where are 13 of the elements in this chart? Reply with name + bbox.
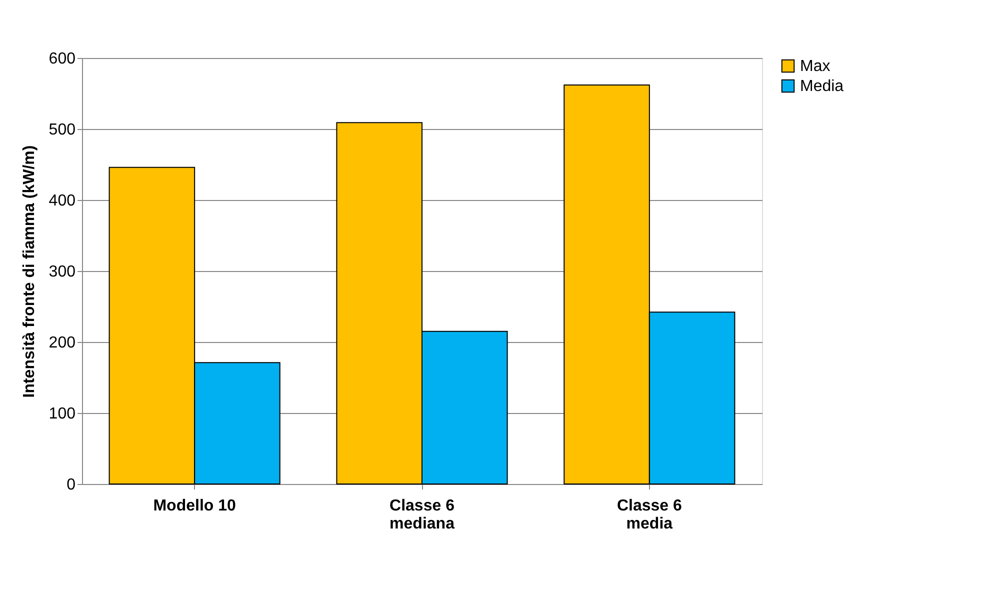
y-tick-label: 200 bbox=[48, 334, 76, 352]
x-tick-label: Classe 6 mediana bbox=[390, 498, 455, 532]
y-tick-label: 500 bbox=[48, 122, 76, 138]
x-tick-label: Modello 10 bbox=[153, 498, 236, 514]
y-tick-label: 400 bbox=[48, 192, 76, 210]
y-tick-label: 100 bbox=[48, 406, 76, 422]
legend-label: Max bbox=[800, 58, 830, 75]
x-tick-label: Classe 6 media bbox=[616, 498, 682, 532]
y-axis-title: Intensità fronte di fiamma (kW/m) bbox=[20, 145, 38, 398]
y-tick-label: 0 bbox=[66, 476, 76, 494]
legend-label: Media bbox=[800, 78, 844, 95]
y-tick-label: 300 bbox=[48, 264, 76, 280]
y-tick-label: 600 bbox=[48, 50, 76, 68]
